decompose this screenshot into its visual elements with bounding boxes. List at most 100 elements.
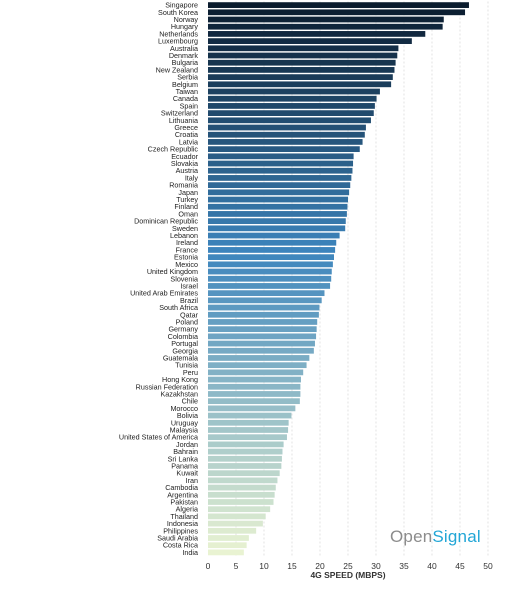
category-label: France	[176, 245, 198, 254]
category-label: Colombia	[168, 332, 198, 341]
category-label: New Zealand	[156, 65, 198, 74]
category-label: Belgium	[172, 80, 198, 89]
category-label: United Kingdom	[147, 267, 198, 276]
bar-estonia	[208, 254, 334, 261]
bar-germany	[208, 326, 317, 333]
category-label: Australia	[170, 44, 198, 53]
bar-poland	[208, 319, 318, 325]
category-label: Philippines	[163, 526, 198, 535]
bar-canada	[208, 95, 377, 102]
category-label: Chile	[182, 397, 198, 406]
category-label: Iran	[186, 476, 198, 485]
category-label: Greece	[174, 123, 198, 132]
category-label: Algeria	[176, 505, 198, 514]
bar-slovakia	[208, 160, 354, 167]
bar-lebanon	[208, 232, 340, 239]
bar-croatia	[208, 131, 365, 138]
bar-argentina	[208, 491, 275, 498]
category-label: Malaysia	[170, 425, 198, 434]
category-label: Spain	[180, 101, 198, 110]
x-axis-title: 4G SPEED (MBPS)	[310, 570, 385, 580]
category-label: South Korea	[158, 8, 198, 17]
category-label: Tunisia	[175, 361, 198, 370]
category-label: Denmark	[169, 51, 199, 60]
category-label: Bulgaria	[172, 58, 198, 67]
opensignal-logo: OpenSignal	[390, 527, 481, 547]
category-label: Brazil	[180, 296, 198, 305]
bar-brazil	[208, 297, 322, 304]
category-label: Lithuania	[169, 116, 198, 125]
bar-united-arab-emirates	[208, 290, 325, 297]
category-label: Lebanon	[170, 231, 198, 240]
category-label: Kuwait	[176, 469, 198, 478]
brand-part-2: Signal	[432, 527, 481, 546]
category-label: Slovenia	[170, 274, 198, 283]
bar-finland	[208, 203, 348, 210]
category-label: Hong Kong	[162, 375, 198, 384]
bar-ecuador	[208, 153, 354, 160]
bar-latvia	[208, 139, 363, 145]
bar-luxembourg	[208, 38, 412, 44]
bar-malaysia	[208, 427, 289, 433]
bar-new-zealand	[208, 67, 395, 73]
x-tick-label: 20	[315, 561, 325, 571]
category-label: Serbia	[177, 73, 198, 82]
category-label: Italy	[185, 173, 199, 182]
category-label: Croatia	[175, 130, 198, 139]
bar-france	[208, 247, 336, 253]
bar-india	[208, 549, 244, 556]
bar-morocco	[208, 405, 296, 412]
bar-philippines	[208, 527, 257, 534]
bar-cambodia	[208, 484, 276, 491]
category-label: Bolivia	[177, 411, 198, 420]
bar-colombia	[208, 333, 317, 340]
category-label: Finland	[174, 202, 198, 211]
category-label: Turkey	[176, 195, 198, 204]
bar-turkey	[208, 196, 348, 203]
bar-united-states-of-america	[208, 434, 287, 441]
bar-japan	[208, 189, 350, 196]
bar-bahrain	[208, 448, 283, 455]
bar-united-kingdom	[208, 268, 332, 275]
bar-saudi-arabia	[208, 535, 249, 541]
brand-part-1: Open	[390, 527, 433, 546]
x-tick-label: 45	[455, 561, 465, 571]
bar-singapore	[208, 2, 469, 8]
category-label: Pakistan	[170, 497, 198, 506]
category-label: Indonesia	[167, 519, 198, 528]
bar-israel	[208, 283, 331, 289]
bar-lithuania	[208, 117, 371, 124]
bar-switzerland	[208, 110, 374, 116]
category-label: Russian Federation	[136, 382, 198, 391]
category-label: Switzerland	[161, 109, 198, 118]
category-label: Sri Lanka	[168, 454, 198, 463]
category-label: Japan	[178, 188, 198, 197]
category-label: Dominican Republic	[134, 217, 198, 226]
bar-qatar	[208, 311, 319, 318]
bar-denmark	[208, 52, 398, 59]
bar-sri-lanka	[208, 455, 282, 462]
category-label: South Africa	[159, 303, 198, 312]
bar-serbia	[208, 74, 393, 80]
category-label: Costa Rica	[163, 541, 198, 550]
x-tick-label: 35	[399, 561, 409, 571]
bar-austria	[208, 167, 353, 174]
category-label: Netherlands	[159, 29, 198, 38]
bar-kazakhstan	[208, 391, 301, 397]
category-label: India	[182, 548, 198, 557]
bar-spain	[208, 103, 375, 109]
category-label: Ecuador	[171, 152, 198, 161]
category-label: Norway	[174, 15, 199, 24]
category-label: Uruguay	[171, 418, 199, 427]
category-label: Qatar	[180, 310, 199, 319]
bar-bulgaria	[208, 59, 396, 66]
category-label: Saudi Arabia	[157, 534, 198, 543]
category-label: Argentina	[167, 490, 198, 499]
bar-georgia	[208, 347, 314, 354]
bar-panama	[208, 463, 282, 469]
category-label: Guatemala	[163, 353, 198, 362]
category-label: Peru	[183, 368, 198, 377]
category-label: Slovakia	[171, 159, 198, 168]
bar-iran	[208, 477, 278, 484]
